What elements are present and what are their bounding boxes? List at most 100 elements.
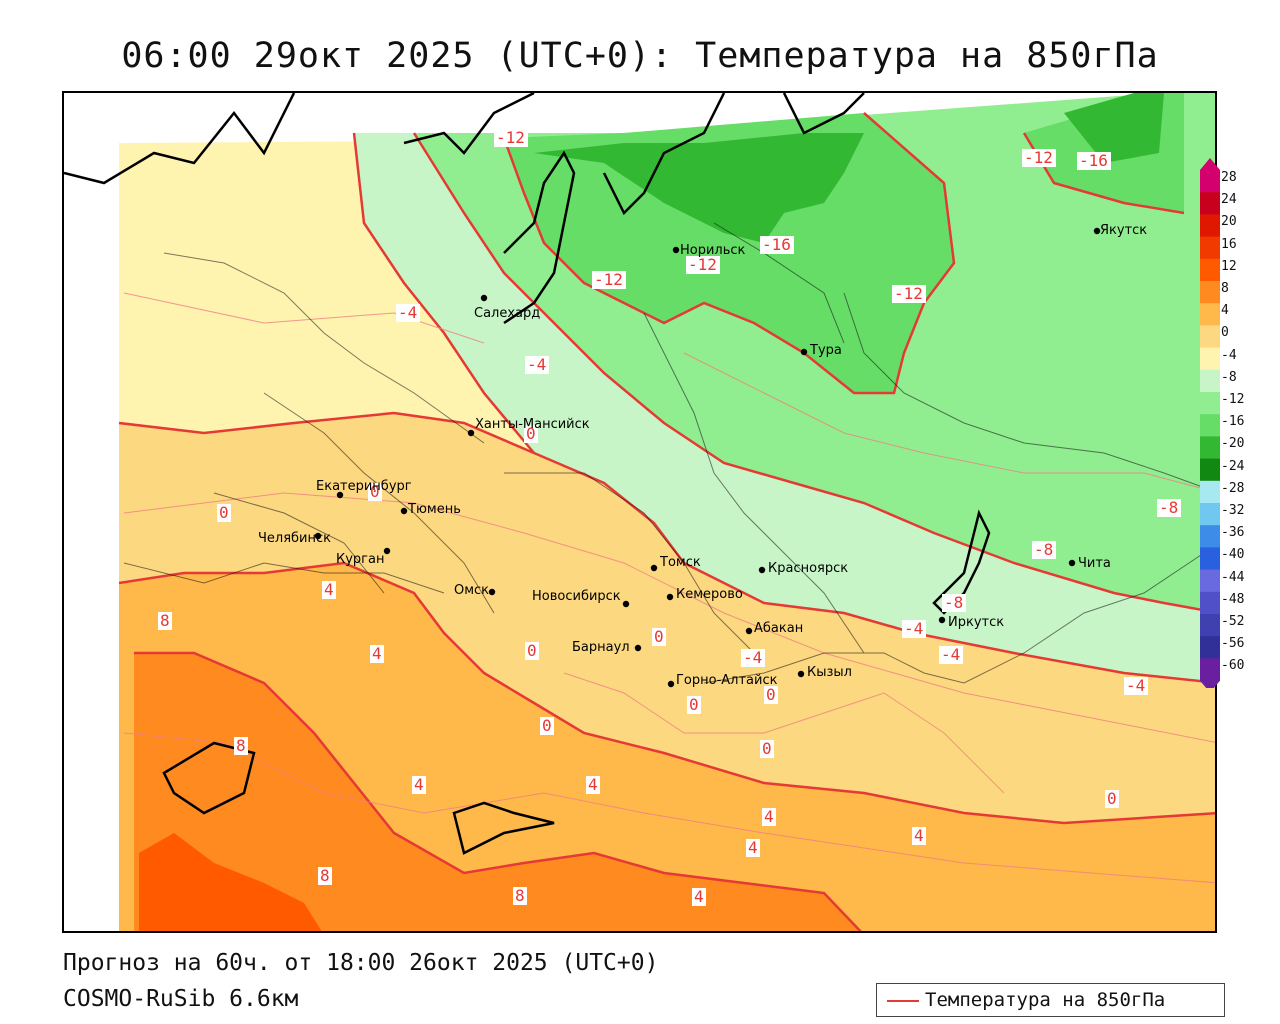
city-label: Горно-Алтайск [676,673,778,688]
isotherm-value-label: 8 [318,866,332,885]
colorbar-segment [1200,192,1220,215]
svg-text:0: 0 [766,685,776,704]
colorbar-segment [1200,614,1220,637]
colorbar-tick-label: 24 [1221,192,1237,208]
isotherm-value-label: -4 [525,355,549,374]
colorbar-segment [1200,258,1220,282]
city-marker [383,547,391,555]
isotherm-minus8 [412,132,1215,614]
colorbar-tick-label: 20 [1221,214,1237,230]
isotherm-value-label: -4 [1124,676,1148,695]
svg-text:-8: -8 [1159,498,1178,517]
svg-text:0: 0 [526,424,536,443]
isotherm-value-label: -12 [892,284,926,303]
map-title: 06:00 29окт 2025 (UTC+0): Температура на… [121,36,1159,76]
city-marker [800,348,808,356]
forecast-info: Прогноз на 60ч. от 18:00 26окт 2025 (UTC… [63,950,659,976]
colorbar-tick-label: 12 [1221,258,1237,274]
city-label: Тюмень [407,502,461,517]
svg-text:0: 0 [219,503,229,522]
temperature-map: -12 -12 -16 -16 -12 -12 -12 -4 -4 0 0 0 4 8 4 0 0 -4 -8 -8-… [62,91,1217,933]
colorbar-tick-label: -28 [1221,480,1245,496]
city-marker [650,564,658,572]
city-label: Новосибирск [532,589,621,604]
colorbar-segment [1200,347,1220,371]
svg-text:4: 4 [588,775,598,794]
isotherm-value-label: 4 [692,887,706,906]
zone-minus16 [534,133,864,243]
isotherm-value-label: 4 [586,775,600,794]
zone-minus16b [1064,93,1164,163]
isotherm-value-label: 4 [912,826,926,845]
city-label: Салехард [474,306,540,321]
city-label: Ханты-Мансийск [475,417,590,432]
thin-isotherms [123,292,1215,884]
city-label: Чита [1078,556,1111,571]
colorbar-segment [1200,569,1220,593]
isotherm-value-label: -16 [1077,151,1111,170]
svg-text:4: 4 [324,580,334,599]
isotherm-value-label: 0 [525,641,539,660]
city-marker [622,600,630,608]
legend-line-swatch [887,1000,919,1002]
city-label: Барнаул [572,640,630,655]
colorbar-tick-label: -16 [1221,414,1245,430]
temperature-fill [119,93,1215,931]
isotherm-0 [118,411,1215,684]
zone-12 [139,833,322,931]
isotherm-value-label: 0 [652,627,666,646]
colorbar-tick-label: -48 [1221,591,1245,607]
svg-text:0: 0 [1107,789,1117,808]
svg-text:4: 4 [914,826,924,845]
isotherm-value-label: -16 [760,235,794,254]
colorbar-tick-label: -60 [1221,658,1245,674]
colorbar-segment [1200,214,1220,238]
svg-text:-4: -4 [904,619,923,638]
isotherm-value-label: -12 [592,270,626,289]
isotherm-value-label: -4 [902,619,926,638]
colorbar-segment [1200,303,1220,326]
city-label: Томск [659,555,701,570]
isotherm-value-label: 8 [513,886,527,905]
city-label: Тура [809,343,842,358]
colorbar-tick-label: -12 [1221,392,1245,407]
isotherm-value-label: -8 [942,593,966,612]
city-marker [758,566,766,574]
city-marker [488,588,496,596]
city-label: Иркутск [948,615,1004,630]
colorbar-segment [1200,458,1220,482]
colorbar-tick-label: -40 [1221,547,1245,563]
svg-text:-12: -12 [688,255,717,274]
city-label: Кызыл [807,665,852,680]
svg-text:-4: -4 [743,648,762,667]
city-marker [745,627,753,635]
colorbar-segment [1200,392,1220,415]
city-marker [667,680,675,688]
svg-text:8: 8 [236,736,246,755]
city-label: Курган [336,552,384,567]
colorbar-tick-label: 8 [1221,281,1229,296]
isotherm-value-label: -12 [1022,148,1056,167]
colorbar-tick-label: -8 [1221,369,1237,385]
svg-text:8: 8 [320,866,330,885]
colorbar-segment [1200,436,1220,460]
svg-text:-4: -4 [941,645,960,664]
svg-text:-16: -16 [762,235,791,254]
isotherm-value-label: 4 [370,644,384,663]
city-label: Екатеринбург [316,479,412,494]
zone-minus12 [504,113,954,393]
svg-text:-8: -8 [944,593,963,612]
isotherm-value-label: -12 [686,255,720,274]
svg-text:-8: -8 [1034,540,1053,559]
legend-label: Температура на 850гПа [925,989,1166,1011]
isotherm-value-label: 4 [762,807,776,826]
isotherm-4 [118,561,1215,825]
city-label: Норильск [680,243,746,258]
colorbar-segment [1200,281,1220,304]
isotherm-minus4 [352,132,535,454]
city-label: Якутск [1100,223,1147,238]
isotherm-value-label: -4 [741,648,765,667]
city-label: Кемерово [676,587,743,602]
colorbar-tick-label: 0 [1221,325,1229,341]
coastline [64,93,991,855]
